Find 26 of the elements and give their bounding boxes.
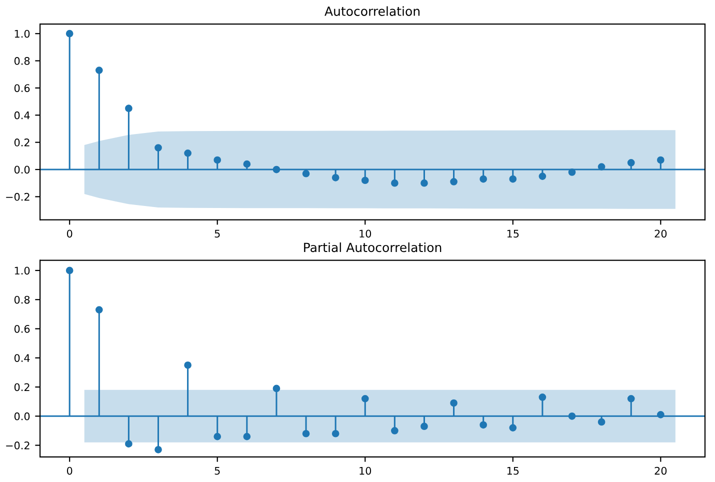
- chart-title: Partial Autocorrelation: [304, 242, 442, 252]
- y-tick-label: 0.6: [14, 84, 30, 92]
- x-tick-label: 5: [214, 466, 220, 475]
- y-tick-label: 0.6: [14, 324, 30, 333]
- x-tick-label: 0: [66, 230, 72, 238]
- x-tick-label: 15: [507, 230, 519, 238]
- chart-title: Autocorrelation: [324, 6, 420, 16]
- y-tick-label: 0.0: [14, 412, 30, 420]
- x-tick-label: 15: [507, 466, 519, 475]
- y-tick-label: 0.2: [14, 383, 30, 392]
- y-tick-label: 0.8: [14, 296, 30, 304]
- y-tick-label: −0.2: [6, 192, 30, 201]
- y-tick-label: 0.4: [14, 111, 30, 120]
- y-tick-label: 0.0: [14, 166, 30, 174]
- y-tick-label: 1.0: [14, 30, 30, 38]
- x-tick-label: 5: [214, 230, 220, 238]
- x-tick-label: 20: [654, 466, 667, 475]
- y-tick-label: 0.8: [14, 57, 30, 65]
- y-tick-label: 1.0: [14, 266, 30, 275]
- x-tick-label: 20: [654, 230, 667, 238]
- x-tick-label: 10: [360, 230, 372, 238]
- y-tick-label: 0.4: [14, 354, 30, 362]
- x-tick-label: 10: [360, 466, 372, 475]
- y-tick-label: −0.2: [6, 442, 30, 450]
- x-tick-label: 0: [66, 466, 72, 475]
- y-tick-label: 0.2: [14, 138, 30, 146]
